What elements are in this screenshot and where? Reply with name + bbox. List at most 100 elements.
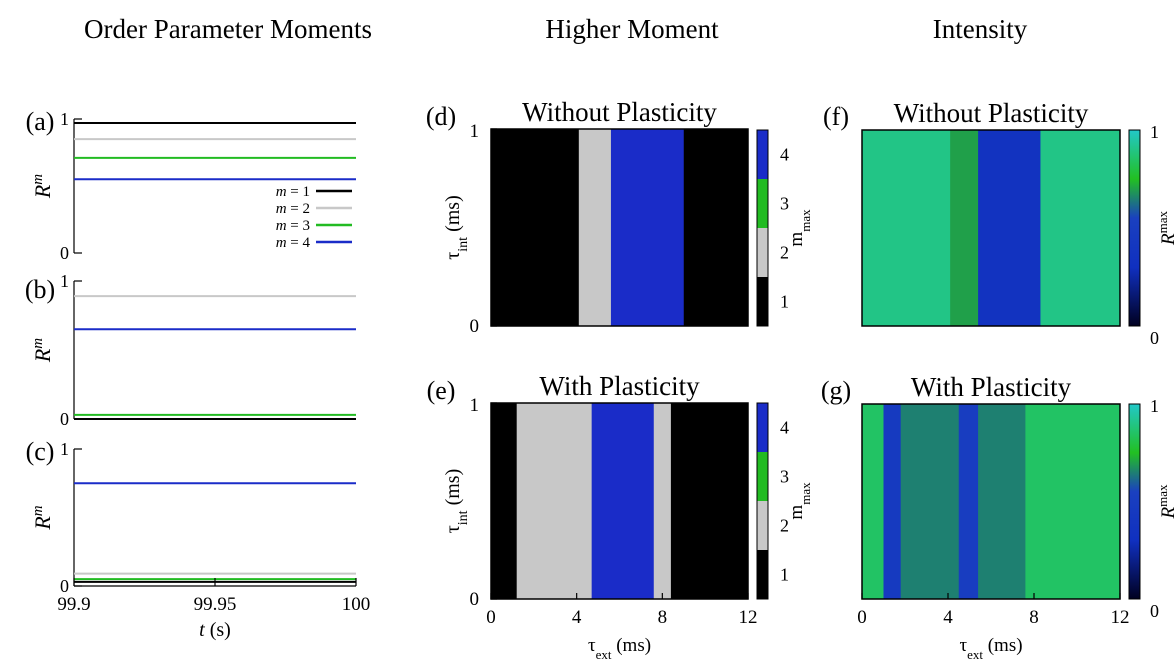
colorbar-tick-label: 2 [780, 243, 789, 263]
heatmap-cell [950, 130, 979, 326]
x-tick-label: 4 [943, 607, 953, 628]
colorbar-tick-label: 1 [780, 565, 789, 585]
column-title-right: Intensity [932, 14, 1028, 44]
y-tick-label: 1 [470, 121, 480, 142]
legend-label: m = 1 [276, 184, 310, 200]
colorbar-tick-label: 2 [780, 516, 789, 536]
colorbar-segment [757, 130, 768, 180]
x-tick-label: 99.95 [194, 594, 237, 615]
heatmap-cell [900, 404, 960, 599]
x-axis-label: τext (ms) [588, 635, 651, 661]
panel-title: With Plasticity [911, 372, 1072, 402]
colorbar-segment [757, 452, 768, 502]
colorbar-tick-label: 3 [780, 194, 789, 214]
y-axis-label: Rm [30, 174, 55, 199]
colorbar-frame [1128, 129, 1141, 327]
heatmap-cell [491, 129, 580, 326]
x-tick-label: 100 [342, 594, 371, 615]
colorbar-tick-label: 3 [780, 467, 789, 487]
panel-label: (d) [426, 102, 456, 131]
y-axis-label: τint (ms) [442, 469, 471, 534]
y-tick-label: 0 [60, 409, 69, 429]
plot-frame [490, 128, 749, 327]
plot-frame [861, 129, 1121, 327]
column-title-middle: Higher Moment [545, 14, 719, 44]
colorbar-tick-label: 4 [780, 145, 789, 165]
colorbar-tick-label: 1 [1150, 122, 1159, 142]
heatmap-cell [516, 403, 593, 599]
heatmap-cell [491, 403, 518, 599]
panel-label: (b) [25, 275, 55, 304]
colorbar-segment [757, 550, 768, 600]
heatmap-cell [883, 404, 902, 599]
x-axis-label: t (s) [199, 619, 231, 641]
heatmap-cell [1025, 404, 1121, 599]
colorbar-label: Rmax [1155, 484, 1174, 519]
column-title-left: Order Parameter Moments [84, 14, 372, 44]
panel-label: (c) [26, 437, 55, 466]
y-axis-label: Rm [30, 338, 55, 363]
colorbar-segment [757, 228, 768, 278]
panel-label: (a) [26, 107, 55, 136]
heatmap-cell [670, 403, 749, 599]
panel-label: (f) [823, 102, 849, 131]
x-tick-label: 8 [1029, 607, 1039, 628]
y-tick-label: 1 [60, 439, 69, 459]
colorbar-frame [756, 129, 769, 327]
colorbar-frame [756, 402, 769, 600]
panel-label: (g) [821, 376, 851, 405]
x-tick-label: 8 [658, 607, 668, 628]
colorbar-segment [757, 403, 768, 453]
x-axis-label: τext (ms) [959, 635, 1022, 661]
y-tick-label: 1 [60, 271, 69, 291]
colorbar-tick-label: 0 [1150, 328, 1159, 348]
heatmap-cell [978, 404, 1026, 599]
heatmap-cell [591, 403, 655, 599]
heatmap-cell [958, 404, 979, 599]
heatmap-cell [578, 129, 612, 326]
colorbar-label: mmax [786, 209, 813, 247]
colorbar-gradient [1129, 404, 1140, 599]
y-tick-label: 0 [60, 576, 69, 596]
y-axis-label: Rm [30, 505, 55, 530]
heatmap-cell [610, 129, 685, 326]
legend-label: m = 3 [276, 218, 310, 234]
heatmap-cell [683, 129, 749, 326]
colorbar-tick-label: 4 [780, 418, 789, 438]
panel-title: With Plasticity [539, 371, 700, 401]
x-tick-label: 0 [857, 607, 867, 628]
legend-label: m = 4 [276, 235, 311, 251]
heatmap-cell [978, 130, 1041, 326]
plot-frame [861, 403, 1121, 600]
heatmap-cell [653, 403, 672, 599]
x-tick-label: 99.9 [57, 594, 90, 615]
panel-title: Without Plasticity [522, 97, 717, 127]
heatmap-cell [862, 130, 951, 326]
colorbar-segment [757, 179, 768, 229]
panel-title: Without Plasticity [894, 98, 1089, 128]
y-tick-label: 1 [60, 109, 69, 129]
colorbar-gradient [1129, 130, 1140, 326]
panel-label: (e) [427, 376, 456, 405]
colorbar-label: Rmax [1155, 211, 1174, 246]
heatmap-cell [1040, 130, 1121, 326]
heatmap-cell [862, 404, 884, 599]
y-tick-label: 0 [470, 589, 480, 610]
colorbar-segment [757, 277, 768, 327]
x-tick-label: 12 [739, 607, 758, 628]
colorbar-tick-label: 1 [1150, 396, 1159, 416]
colorbar-tick-label: 0 [1150, 601, 1159, 621]
y-tick-label: 1 [470, 395, 480, 416]
colorbar-frame [1128, 403, 1141, 600]
colorbar-label: mmax [786, 482, 813, 520]
y-axis-label: τint (ms) [442, 195, 471, 260]
x-tick-label: 4 [572, 607, 582, 628]
x-tick-label: 12 [1111, 607, 1130, 628]
legend-label: m = 2 [276, 201, 310, 217]
colorbar-segment [757, 501, 768, 551]
x-tick-label: 0 [486, 607, 496, 628]
y-tick-label: 0 [470, 316, 480, 337]
y-tick-label: 0 [60, 243, 69, 263]
colorbar-tick-label: 1 [780, 292, 789, 312]
